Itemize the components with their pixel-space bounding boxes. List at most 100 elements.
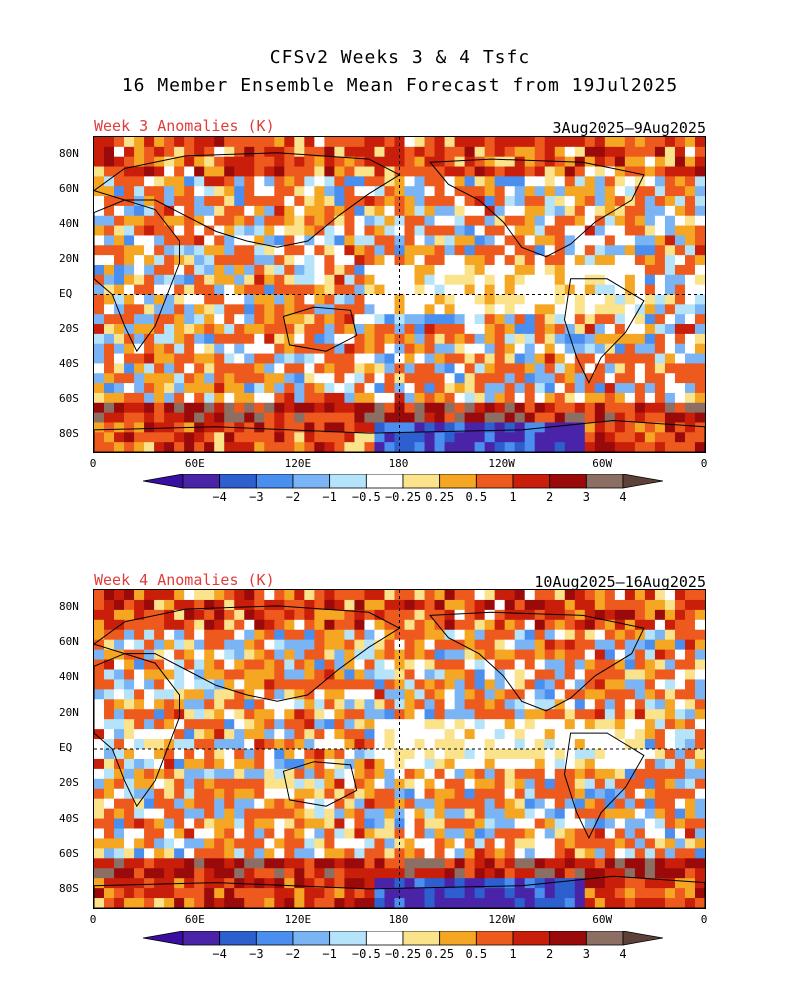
- colorbar-swatch: [255, 931, 294, 946]
- colorbar-label: −1: [322, 947, 337, 961]
- lat-tick-label: 60N: [59, 181, 79, 195]
- colorbar-swatch: [219, 474, 257, 489]
- colorbar-low-cap: [143, 474, 184, 489]
- lon-tick-label: 120W: [488, 913, 515, 926]
- week-4-label: Week 4 Anomalies (K): [94, 571, 275, 589]
- lat-tick-label: 60S: [59, 391, 79, 405]
- colorbar-high-cap: [622, 474, 663, 489]
- colorbar-high-cap: [622, 931, 663, 946]
- colorbar-swatch: [329, 474, 367, 489]
- week-3-colorbar: [143, 474, 663, 489]
- colorbar-swatch: [182, 931, 221, 946]
- colorbar-label: 0.5: [465, 947, 488, 961]
- lat-tick-label: 20S: [59, 321, 79, 335]
- coastlines: [94, 152, 705, 452]
- colorbar-label: −0.5: [351, 490, 381, 504]
- colorbar-swatch: [219, 931, 257, 946]
- colorbar-label: 0.25: [425, 490, 455, 504]
- lon-tick-label: 60E: [184, 913, 205, 926]
- lat-tick-label: EQ: [59, 286, 73, 300]
- colorbar-swatch: [475, 474, 514, 489]
- lat-tick-label: 20N: [59, 705, 79, 719]
- lon-tick-label: 0: [89, 913, 97, 926]
- week-3-map: [93, 136, 706, 453]
- colorbar-swatch: [255, 474, 294, 489]
- week-4-date-range: 10Aug2025—16Aug2025: [534, 573, 706, 591]
- colorbar-swatch: [439, 474, 477, 489]
- colorbar-label: −3: [249, 490, 264, 504]
- colorbar-label: 3: [582, 947, 590, 961]
- colorbar-label: 3: [582, 490, 590, 504]
- anomaly-cells: [94, 590, 705, 908]
- lon-tick-label: 0: [700, 457, 708, 470]
- colorbar-swatch: [512, 931, 551, 946]
- lat-tick-label: 80N: [59, 146, 79, 160]
- colorbar-swatch: [549, 931, 587, 946]
- title-line-2: 16 Member Ensemble Mean Forecast from 19…: [121, 75, 679, 96]
- colorbar-label: 0.25: [425, 947, 455, 961]
- colorbar-swatch: [402, 474, 441, 489]
- lat-tick-label: 20S: [59, 776, 79, 790]
- lat-tick-label: 60N: [59, 635, 79, 648]
- lat-tick-label: 80N: [59, 599, 79, 613]
- colorbar-label: 1: [509, 947, 517, 961]
- lon-tick-label: 0: [89, 457, 97, 470]
- lon-tick-label: 60W: [592, 457, 613, 470]
- colorbar-label: −4: [212, 947, 227, 961]
- week-4-map: [93, 589, 706, 909]
- colorbar-swatch: [365, 931, 404, 946]
- colorbar-label: 2: [546, 947, 554, 961]
- colorbar-label: 4: [619, 490, 627, 504]
- week-3-anomaly-field: [94, 137, 705, 452]
- colorbar-swatch: [329, 931, 367, 946]
- colorbar-label: −0.5: [351, 947, 381, 961]
- lon-tick-label: 120W: [488, 457, 515, 470]
- colorbar-label: −0.25: [384, 490, 422, 504]
- lon-tick-label: 120E: [284, 913, 312, 926]
- lat-tick-label: 40N: [59, 670, 79, 684]
- lat-tick-label: 80S: [59, 882, 79, 896]
- lat-tick-label: 40S: [59, 356, 79, 370]
- colorbar-swatch: [365, 474, 404, 489]
- colorbar-label: −0.25: [384, 947, 422, 961]
- colorbar-label: 4: [619, 947, 627, 961]
- lat-tick-label: 20N: [59, 251, 79, 265]
- colorbar-swatch: [182, 474, 221, 489]
- colorbar-swatch: [402, 931, 441, 946]
- colorbar-label: −1: [322, 490, 337, 504]
- colorbar-swatch: [512, 474, 551, 489]
- lon-tick-label: 60E: [184, 457, 205, 470]
- colorbar-label: −2: [285, 947, 301, 961]
- colorbar-swatch: [549, 474, 587, 489]
- lat-tick-label: 60S: [59, 847, 79, 860]
- colorbar-swatch: [292, 474, 331, 489]
- colorbar-low-cap: [143, 931, 184, 946]
- colorbar-swatch: [585, 474, 624, 489]
- lon-tick-label: 0: [700, 913, 708, 926]
- lon-tick-label: 180: [388, 913, 409, 926]
- coastlines: [94, 605, 705, 908]
- lon-tick-label: 120E: [284, 457, 312, 470]
- colorbar-label: 1: [509, 490, 517, 504]
- lat-tick-label: EQ: [59, 741, 73, 754]
- colorbar-label: −4: [212, 490, 227, 504]
- colorbar-swatch: [292, 931, 331, 946]
- colorbar-label: 0.5: [465, 490, 488, 504]
- lat-tick-label: 40N: [59, 216, 79, 230]
- colorbar-swatch: [585, 931, 624, 946]
- week-4-anomaly-field: [94, 590, 705, 908]
- colorbar-label: 2: [546, 490, 554, 504]
- week-3-date-range: 3Aug2025—9Aug2025: [552, 119, 706, 137]
- week-4-colorbar: [143, 931, 663, 946]
- lat-tick-label: 80S: [59, 426, 79, 440]
- lat-tick-label: 40S: [59, 811, 79, 825]
- anomaly-cells: [94, 137, 705, 452]
- title-line-1: CFSv2 Weeks 3 & 4 Tsfc: [269, 47, 531, 68]
- colorbar-swatch: [439, 931, 477, 946]
- week-3-label: Week 3 Anomalies (K): [94, 117, 275, 135]
- colorbar-swatch: [475, 931, 514, 946]
- lon-tick-label: 180: [388, 457, 409, 470]
- colorbar-label: −2: [285, 490, 301, 504]
- colorbar-label: −3: [249, 947, 264, 961]
- lon-tick-label: 60W: [592, 913, 613, 926]
